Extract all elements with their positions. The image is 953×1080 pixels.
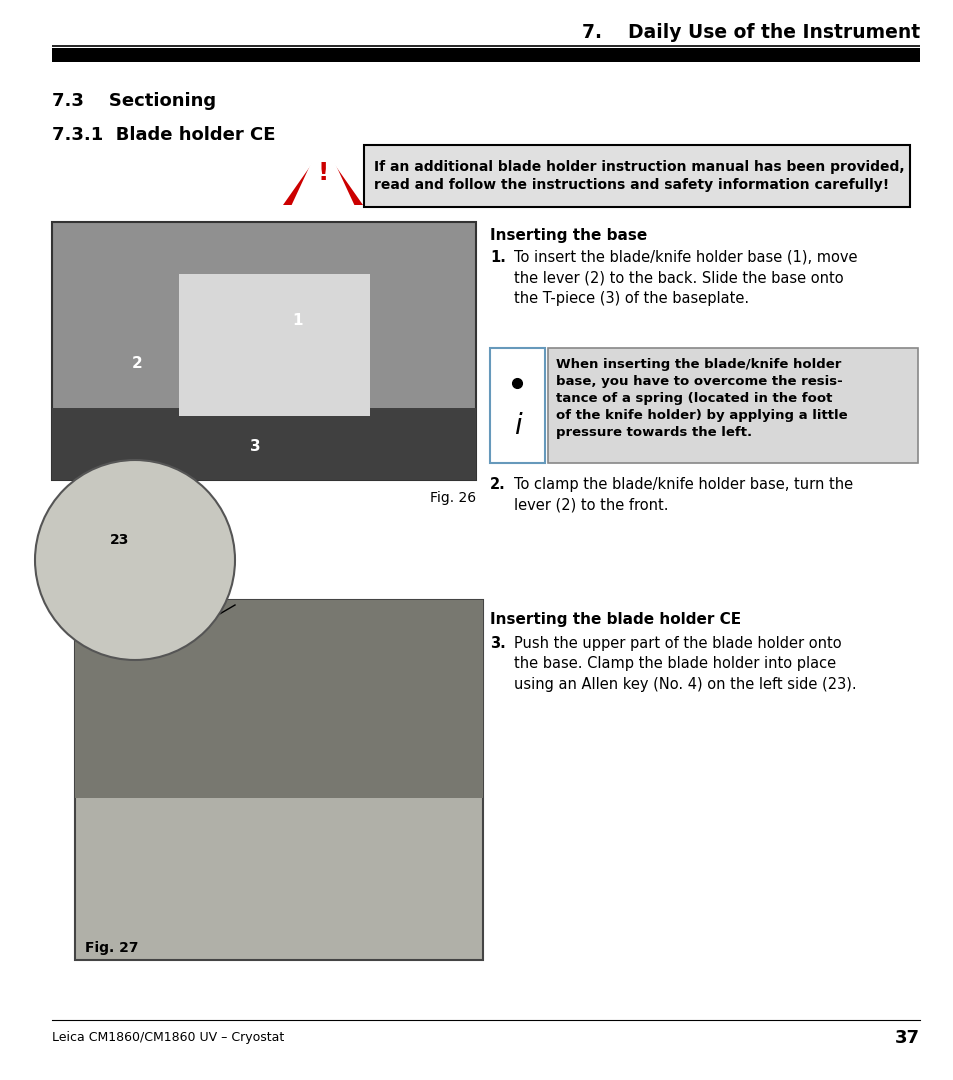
Text: Inserting the base: Inserting the base <box>490 228 646 243</box>
FancyBboxPatch shape <box>364 145 909 207</box>
Polygon shape <box>290 137 355 208</box>
Text: To insert the blade/knife holder base (1), move
the lever (2) to the back. Slide: To insert the blade/knife holder base (1… <box>514 249 857 306</box>
Text: Leica CM1860/CM1860 UV – Cryostat: Leica CM1860/CM1860 UV – Cryostat <box>52 1031 284 1044</box>
Text: !: ! <box>317 162 329 186</box>
Text: 7.3.1  Blade holder CE: 7.3.1 Blade holder CE <box>52 126 275 144</box>
Text: i: i <box>513 413 521 441</box>
Text: To clamp the blade/knife holder base, turn the
lever (2) to the front.: To clamp the blade/knife holder base, tu… <box>514 477 852 512</box>
Text: Inserting the blade holder CE: Inserting the blade holder CE <box>490 612 740 627</box>
FancyBboxPatch shape <box>52 48 919 62</box>
Text: When inserting the blade/knife holder
base, you have to overcome the resis-
tanc: When inserting the blade/knife holder ba… <box>556 357 846 438</box>
Text: If an additional blade holder instruction manual has been provided,
read and fol: If an additional blade holder instructio… <box>374 160 903 192</box>
FancyBboxPatch shape <box>547 348 917 463</box>
Text: Fig. 26: Fig. 26 <box>430 491 476 505</box>
Text: 3.: 3. <box>490 636 505 651</box>
Text: 1.: 1. <box>490 249 505 265</box>
Text: 2.: 2. <box>490 477 505 492</box>
Text: 7.    Daily Use of the Instrument: 7. Daily Use of the Instrument <box>581 23 919 41</box>
Text: 37: 37 <box>894 1029 919 1047</box>
Text: 1: 1 <box>293 312 303 327</box>
FancyBboxPatch shape <box>490 348 544 463</box>
Text: Push the upper part of the blade holder onto
the base. Clamp the blade holder in: Push the upper part of the blade holder … <box>514 636 856 692</box>
Text: 2: 2 <box>132 356 142 372</box>
Text: 23: 23 <box>110 534 130 546</box>
Text: 3: 3 <box>250 438 260 454</box>
Text: Fig. 27: Fig. 27 <box>85 941 138 955</box>
FancyBboxPatch shape <box>179 273 370 416</box>
FancyBboxPatch shape <box>75 600 482 798</box>
Text: 7.3    Sectioning: 7.3 Sectioning <box>52 92 216 110</box>
Circle shape <box>35 460 234 660</box>
Polygon shape <box>283 148 363 205</box>
FancyBboxPatch shape <box>52 408 476 480</box>
FancyBboxPatch shape <box>52 222 476 480</box>
FancyBboxPatch shape <box>75 600 482 960</box>
